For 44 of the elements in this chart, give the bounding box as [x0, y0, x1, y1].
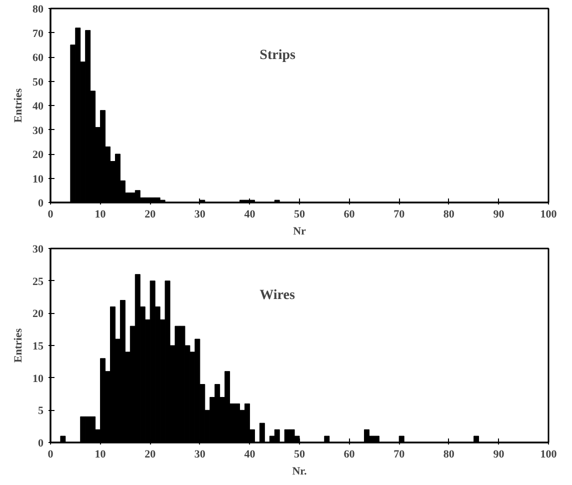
annotation: Wires	[260, 288, 296, 303]
y-tick-label: 50	[32, 76, 44, 88]
y-axis-title: Entries	[12, 328, 24, 363]
x-tick-label: 10	[94, 448, 106, 460]
y-tick-label: 20	[32, 149, 44, 161]
y-tick-label: 30	[32, 244, 44, 256]
x-tick-label: 40	[244, 208, 256, 220]
y-tick-label: 0	[38, 198, 44, 210]
x-tick-label: 40	[244, 448, 256, 460]
x-tick-label: 0	[48, 448, 54, 460]
y-tick-label: 5	[38, 405, 44, 418]
y-tick-label: 25	[32, 276, 44, 288]
y-tick-label: 10	[32, 173, 44, 186]
x-tick-label: 50	[294, 448, 306, 460]
x-tick-label: 20	[144, 208, 156, 220]
y-tick-label: 60	[32, 52, 44, 64]
x-tick-label: 90	[493, 448, 505, 460]
x-tick-label: 80	[443, 448, 455, 460]
x-tick-label: 90	[493, 208, 505, 220]
x-tick-label: 60	[344, 448, 356, 460]
x-tick-label: 100	[540, 208, 558, 220]
y-tick-label: 10	[32, 372, 44, 385]
x-tick-label: 0	[48, 208, 54, 220]
x-tick-label: 70	[394, 448, 406, 460]
y-tick-label: 15	[32, 340, 44, 352]
x-tick-label: 80	[443, 208, 455, 220]
x-axis-title: Nr	[293, 226, 306, 238]
y-tick-label: 0	[38, 438, 44, 450]
annotation: Strips	[260, 48, 296, 63]
y-tick-label: 20	[32, 308, 44, 320]
x-tick-label: 60	[344, 208, 356, 220]
x-tick-label: 70	[394, 208, 406, 220]
x-tick-label: 10	[94, 208, 106, 220]
x-tick-label: 50	[294, 208, 306, 220]
y-tick-label: 40	[32, 100, 44, 112]
x-axis-title: Nr.	[292, 466, 308, 478]
x-tick-label: 20	[144, 448, 156, 460]
y-tick-label: 70	[32, 28, 44, 40]
x-tick-label: 100	[540, 448, 558, 460]
y-tick-label: 30	[32, 124, 44, 137]
y-tick-label: 80	[32, 4, 44, 16]
x-tick-label: 30	[194, 208, 206, 220]
x-tick-label: 30	[194, 448, 206, 460]
y-axis-title: Entries	[12, 88, 24, 123]
